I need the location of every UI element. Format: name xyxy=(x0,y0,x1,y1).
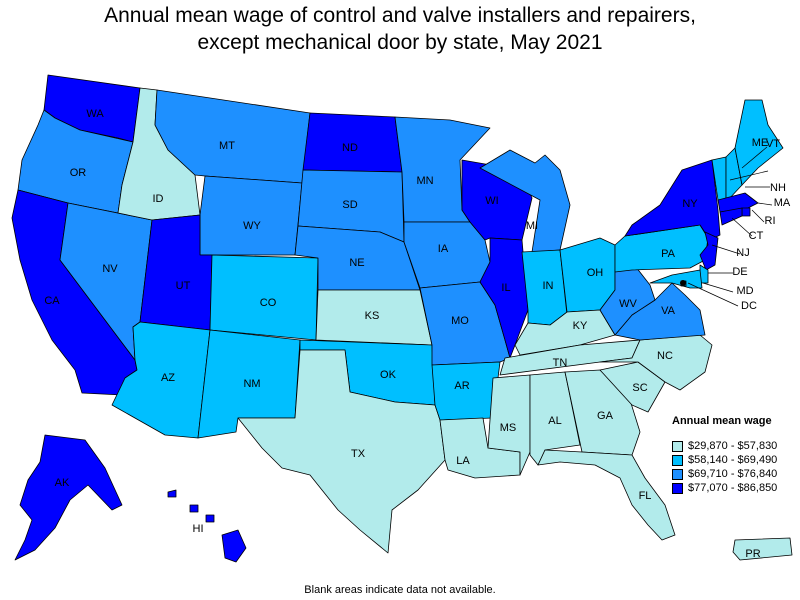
state-label-dc: DC xyxy=(741,300,757,312)
state-fl xyxy=(537,449,676,541)
state-wy xyxy=(199,175,303,256)
state-label-ar: AR xyxy=(454,380,469,392)
state-label-id: ID xyxy=(153,193,164,205)
state-label-ma: MA xyxy=(774,197,791,209)
legend-label-1: $29,870 - $57,830 xyxy=(688,440,778,452)
state-label-va: VA xyxy=(661,305,676,317)
state-label-wy: WY xyxy=(243,220,261,232)
state-label-ky: KY xyxy=(573,320,588,332)
legend-item-3: $69,710 - $76,840 xyxy=(672,467,777,481)
state-label-sd: SD xyxy=(342,199,357,211)
state-label-vt: VT xyxy=(766,138,780,150)
state-label-or: OR xyxy=(70,167,87,179)
legend-swatch-2 xyxy=(672,454,683,466)
state-label-wa: WA xyxy=(86,108,104,120)
state-label-md: MD xyxy=(736,285,753,297)
state-label-ak: AK xyxy=(55,477,70,489)
state-label-de: DE xyxy=(732,266,747,278)
state-label-ga: GA xyxy=(597,410,614,422)
state-ct xyxy=(719,207,743,226)
map-legend: Annual mean wage $29,870 - $57,830 $58,1… xyxy=(672,415,777,495)
map-title-line-1: Annual mean wage of control and valve in… xyxy=(104,4,696,27)
state-label-az: AZ xyxy=(161,372,175,384)
state-label-ny: NY xyxy=(682,198,698,210)
state-ri xyxy=(741,207,751,217)
state-label-me: ME xyxy=(752,137,769,149)
state-label-ms: MS xyxy=(500,422,517,434)
state-label-mo: MO xyxy=(451,315,469,327)
legend-swatch-3 xyxy=(672,468,683,480)
state-pr xyxy=(732,537,793,561)
state-sc xyxy=(599,361,666,413)
state-mi xyxy=(479,149,571,253)
state-label-sc: SC xyxy=(632,382,647,394)
state-label-pr: PR xyxy=(745,548,760,560)
state-label-la: LA xyxy=(456,455,470,467)
legend-swatch-1 xyxy=(672,440,683,452)
state-nh xyxy=(725,147,743,201)
state-label-in: IN xyxy=(543,280,554,292)
state-ny xyxy=(624,159,721,241)
state-label-wi: WI xyxy=(485,195,498,207)
state-nc xyxy=(599,334,713,391)
state-label-ks: KS xyxy=(365,310,380,322)
state-wv xyxy=(599,261,656,336)
state-md xyxy=(649,269,703,289)
dc-marker xyxy=(680,280,686,286)
state-label-ut: UT xyxy=(176,280,191,292)
state-ia xyxy=(403,221,491,289)
legend-label-3: $69,710 - $76,840 xyxy=(688,468,778,480)
state-label-nh: NH xyxy=(770,182,786,194)
state-label-ia: IA xyxy=(438,243,449,255)
legend-title: Annual mean wage xyxy=(672,415,772,427)
state-label-mt: MT xyxy=(219,140,235,152)
state-label-pa: PA xyxy=(661,248,676,260)
state-ak xyxy=(14,434,123,561)
state-label-oh: OH xyxy=(587,267,604,279)
state-label-wv: WV xyxy=(619,298,637,310)
legend-item-4: $77,070 - $86,850 xyxy=(672,481,777,495)
state-tx xyxy=(237,349,446,554)
state-label-nv: NV xyxy=(102,263,118,275)
state-label-tn: TN xyxy=(553,357,568,369)
state-label-co: CO xyxy=(260,297,277,309)
state-label-nj: NJ xyxy=(736,247,749,259)
map-title: Annual mean wage of control and valve in… xyxy=(0,2,800,56)
legend-swatch-4 xyxy=(672,482,683,494)
state-label-fl: FL xyxy=(639,490,652,502)
state-label-ca: CA xyxy=(44,295,60,307)
legend-label-4: $77,070 - $86,850 xyxy=(688,482,778,494)
state-label-nm: NM xyxy=(243,378,260,390)
legend-label-2: $58,140 - $69,490 xyxy=(688,454,778,466)
state-hi xyxy=(167,489,247,563)
state-label-tx: TX xyxy=(351,448,366,460)
state-ma xyxy=(717,192,759,213)
state-label-ne: NE xyxy=(349,257,364,269)
state-label-mn: MN xyxy=(416,175,433,187)
footnote: Blank areas indicate data not available. xyxy=(304,584,496,596)
state-label-hi: HI xyxy=(193,523,204,535)
state-label-nc: NC xyxy=(657,350,673,362)
legend-item-2: $58,140 - $69,490 xyxy=(672,453,777,467)
map-title-line-2: except mechanical door by state, May 202… xyxy=(197,31,603,54)
state-label-ok: OK xyxy=(380,369,397,381)
state-label-nd: ND xyxy=(342,142,358,154)
label-callout-lines xyxy=(687,146,773,307)
state-label-al: AL xyxy=(548,415,561,427)
state-label-ri: RI xyxy=(765,215,776,227)
legend-item-1: $29,870 - $57,830 xyxy=(672,439,777,453)
state-label-mi: MI xyxy=(526,220,538,232)
state-label-il: IL xyxy=(501,282,510,294)
state-label-ct: CT xyxy=(749,230,764,242)
